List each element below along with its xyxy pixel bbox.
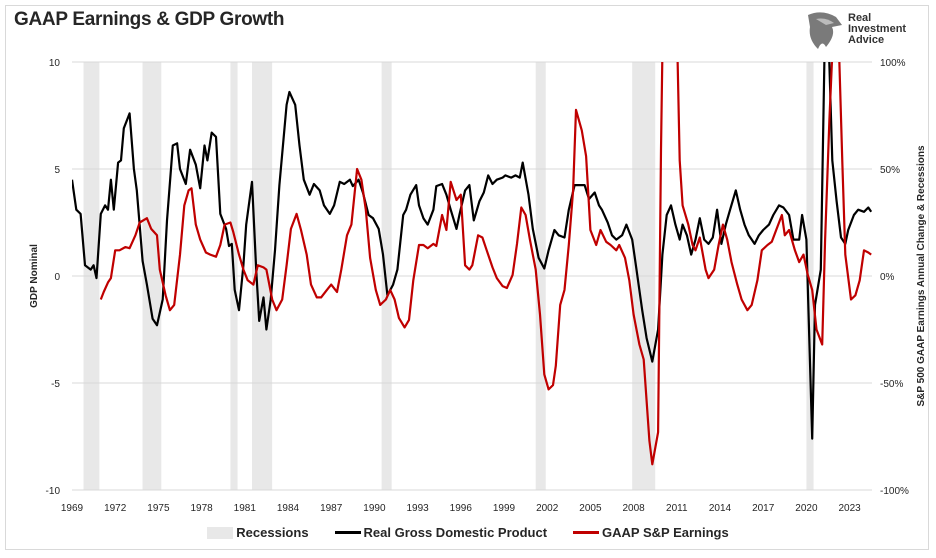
x-tick-label: 1978 xyxy=(190,503,213,514)
x-tick-label: 2002 xyxy=(536,503,559,514)
x-tick-label: 1987 xyxy=(320,503,343,514)
x-tick-label: 1990 xyxy=(363,503,386,514)
legend-swatch xyxy=(207,526,234,539)
x-tick-label: 1999 xyxy=(493,503,516,514)
y-tick-label: -5 xyxy=(51,379,60,390)
logo-text: Real Investment Advice xyxy=(848,13,906,46)
y-tick-label: 0 xyxy=(54,272,60,283)
x-tick-label: 2017 xyxy=(752,503,775,514)
x-tick-label: 1996 xyxy=(450,503,473,514)
logo-text-line: Investment xyxy=(848,23,907,35)
y2-tick-label: -100% xyxy=(880,486,909,497)
y-tick-label: 5 xyxy=(54,165,60,176)
x-tick-label: 2014 xyxy=(709,503,732,514)
y2-axis-title: S&P 500 GAAP Earnings Annual Change & Re… xyxy=(916,145,927,406)
x-tick-label: 1984 xyxy=(277,503,300,514)
chart-frame xyxy=(5,5,929,550)
chart-plot: 10 100% 5 50% 0 0% -5 -50% -10 -100% 1969 1972 1975 1… xyxy=(29,58,927,514)
y2-tick-label: 0% xyxy=(880,272,895,283)
x-tick-label: 1972 xyxy=(104,503,127,514)
legend-label: Real Gross Domestic Product xyxy=(363,525,548,540)
gdp-line xyxy=(72,62,872,440)
y-tick-label: -10 xyxy=(46,486,61,497)
legend-swatch xyxy=(573,531,600,534)
x-tick-label: 1993 xyxy=(406,503,429,514)
logo-text-line: Real xyxy=(848,12,872,24)
legend-item-earnings: GAAP S&P Earnings xyxy=(573,525,729,540)
x-tick-label: 2023 xyxy=(838,503,861,514)
chart-title: GAAP Earnings & GDP Growth xyxy=(14,9,285,30)
legend-item-recessions: Recessions xyxy=(207,525,309,540)
legend: Recessions Real Gross Domestic Product G… xyxy=(0,525,936,540)
legend-swatch xyxy=(334,531,361,534)
x-tick-label: 1981 xyxy=(234,503,257,514)
y2-tick-label: 50% xyxy=(880,165,900,176)
logo: Real Investment Advice xyxy=(802,11,922,51)
y-axis-title: GDP Nominal xyxy=(29,244,40,308)
x-tick-label: 2020 xyxy=(795,503,818,514)
earnings-line xyxy=(99,62,872,466)
x-tick-label: 2011 xyxy=(666,503,688,514)
logo-text-line: Advice xyxy=(848,34,885,46)
y2-tick-label: -50% xyxy=(880,379,903,390)
eagle-logo-icon xyxy=(808,12,842,49)
x-tick-label: 1975 xyxy=(147,503,170,514)
legend-label: Recessions xyxy=(236,525,309,540)
x-tick-label: 2005 xyxy=(579,503,602,514)
legend-label: GAAP S&P Earnings xyxy=(602,525,729,540)
legend-item-gdp: Real Gross Domestic Product xyxy=(334,525,548,540)
x-tick-label: 1969 xyxy=(61,503,84,514)
y-tick-label: 10 xyxy=(49,58,61,69)
y2-tick-label: 100% xyxy=(880,58,906,69)
x-tick-label: 2008 xyxy=(622,503,645,514)
